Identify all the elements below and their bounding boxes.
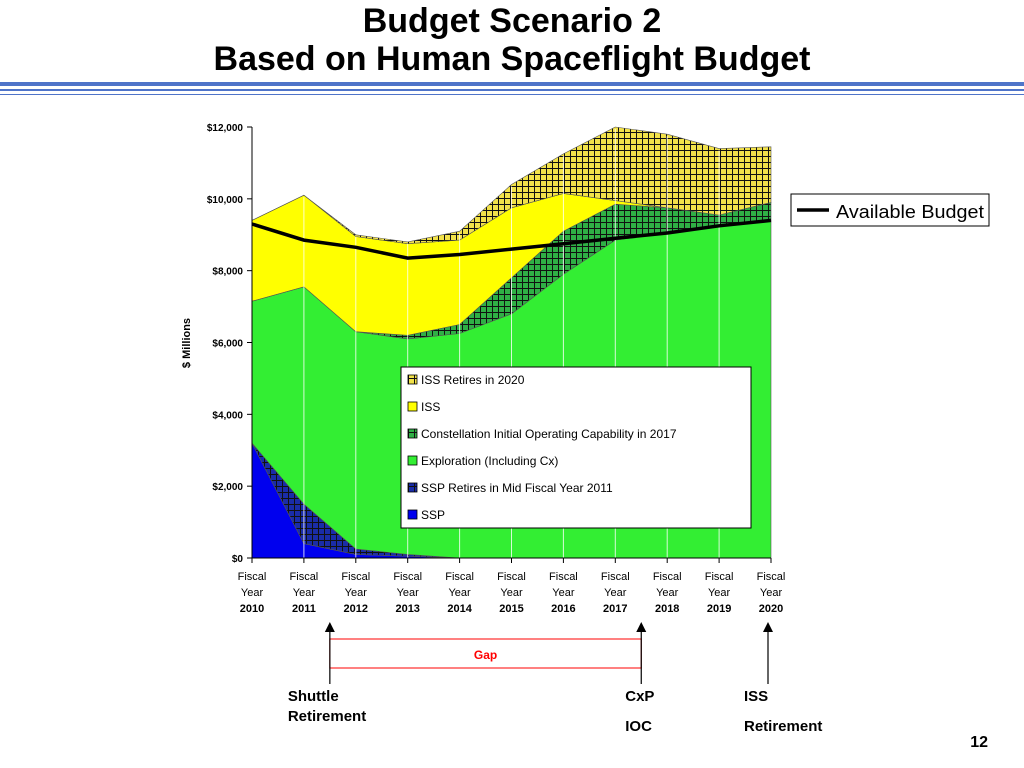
x-tick-label: Year (448, 587, 471, 599)
marker-label-line: CxP (625, 688, 655, 705)
marker-arrow-head (324, 622, 335, 632)
x-tick-label: Year (552, 587, 575, 599)
legend-label: Exploration (Including Cx) (421, 454, 558, 468)
x-tick-label: Fiscal (653, 571, 682, 583)
x-tick-label: Year (345, 587, 368, 599)
legend-swatch (407, 374, 418, 385)
x-tick-label: Fiscal (290, 571, 319, 583)
x-tick-label: 2012 (344, 603, 368, 615)
legend-swatch (407, 482, 418, 493)
x-tick-label: Year (293, 587, 316, 599)
x-tick-label: Year (708, 587, 731, 599)
x-tick-label: Fiscal (601, 571, 630, 583)
legend-swatch (407, 509, 418, 520)
x-tick-label: Fiscal (705, 571, 734, 583)
y-tick-label: $10,000 (207, 195, 244, 206)
x-tick-label: 2018 (655, 603, 679, 615)
title-bar-thin (0, 94, 1024, 95)
x-tick-label: 2011 (292, 603, 316, 615)
x-tick-label: Fiscal (757, 571, 786, 583)
legend-label: Constellation Initial Operating Capabili… (421, 427, 677, 441)
y-tick-label: $12,000 (207, 123, 244, 134)
line-legend-box (790, 193, 990, 227)
legend-label: SSP (421, 508, 445, 522)
slide-title: Budget Scenario 2 (362, 2, 662, 40)
x-tick-label: 2020 (759, 603, 783, 615)
marker-label-line: ISS (744, 688, 769, 705)
marker-arrow-head (636, 622, 647, 632)
y-tick-label: $0 (232, 554, 244, 565)
x-tick-label: Year (241, 587, 264, 599)
x-tick-label: 2013 (395, 603, 419, 615)
legend-box (400, 366, 752, 529)
page-number: 12 (970, 734, 988, 751)
y-tick-label: $6,000 (212, 339, 243, 350)
x-tick-label: Fiscal (341, 571, 370, 583)
legend-swatch (407, 401, 418, 412)
line-legend-label: Available Budget (836, 202, 984, 222)
x-tick-label: Fiscal (549, 571, 578, 583)
available-budget-line (251, 218, 772, 260)
y-axis-label: $ Millions (181, 318, 193, 368)
x-tick-label: Year (500, 587, 523, 599)
y-tick-label: $8,000 (212, 267, 243, 278)
y-tick-label: $4,000 (212, 410, 243, 421)
title-bar-mid (0, 89, 1024, 91)
series-legend: ISS Retires in 2020 ISS Constellation Init… (400, 366, 752, 529)
x-tick-label: Year (397, 587, 420, 599)
gap-label: Gap (474, 648, 497, 662)
legend-label: SSP Retires in Mid Fiscal Year 2011 (421, 481, 613, 495)
cxp-ioc-label: CxP IOC (625, 687, 654, 737)
x-tick-label: 2016 (551, 603, 575, 615)
x-tick-label: 2015 (499, 603, 523, 615)
x-tick-label: 2014 (447, 603, 472, 615)
x-tick-label: Fiscal (238, 571, 267, 583)
marker-label-line: Retirement (744, 718, 823, 735)
x-tick-label: 2010 (240, 603, 264, 615)
x-tick-label: Year (656, 587, 679, 599)
marker-arrow-head (763, 622, 773, 632)
marker-label-line: IOC (625, 718, 652, 735)
y-tick-label: $2,000 (212, 482, 243, 493)
iss-retirement-label: ISS Retirement (744, 687, 822, 737)
legend-swatch (407, 428, 418, 439)
available-budget-line-group (251, 218, 772, 260)
marker-label-line: Shuttle (287, 688, 339, 705)
x-tick-label: Fiscal (393, 571, 422, 583)
x-tick-label: Year (760, 587, 783, 599)
x-tick-label: Fiscal (497, 571, 526, 583)
x-tick-label: Fiscal (445, 571, 474, 583)
marker-label-line: Retirement (287, 708, 367, 725)
slide-subtitle: Based on Human Spaceflight Budget (213, 40, 811, 78)
x-tick-label: 2019 (707, 603, 731, 615)
legend-swatch (407, 455, 418, 466)
legend-label: ISS (421, 400, 440, 414)
legend-label: ISS Retires in 2020 (421, 373, 525, 387)
gap-annotation: Gap (324, 622, 773, 684)
x-tick-label: 2017 (603, 603, 627, 615)
axes: $0 $2,000 $4,000 $6,000 $8,000 $10,000 $12,000… (181, 123, 785, 615)
x-tick-label: Year (604, 587, 627, 599)
available-budget-legend: Available Budget (790, 193, 990, 227)
shuttle-retirement-label: Shuttle Retirement (288, 687, 366, 727)
title-underline (0, 82, 1024, 95)
title-bar-thick (0, 82, 1024, 86)
area-iss-retires-in-2020 (251, 126, 772, 245)
